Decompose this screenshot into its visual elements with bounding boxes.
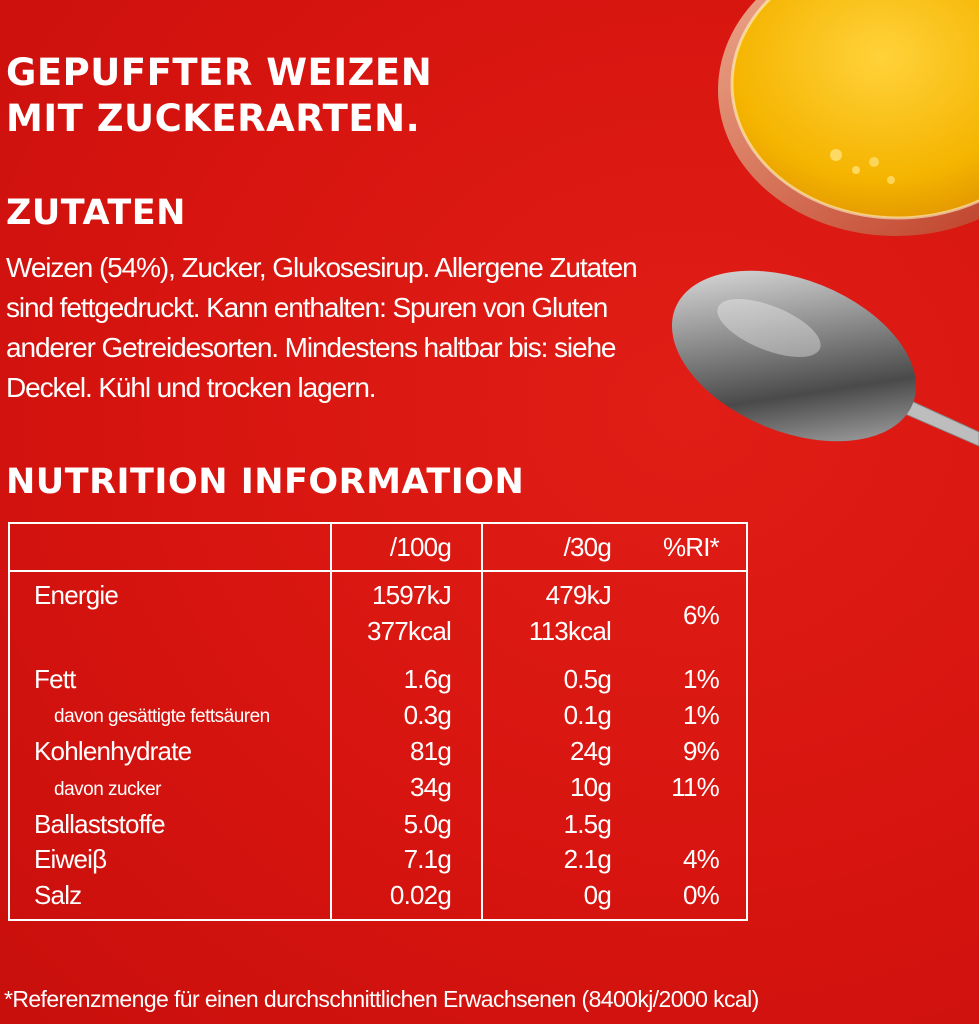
energy-label: Energie xyxy=(34,580,119,610)
product-title-line-2: MIT ZUCKERARTEN. xyxy=(6,97,421,140)
juice-glass-image xyxy=(718,0,979,236)
nutrient-sub-label: davon zucker xyxy=(54,779,162,800)
nutrient-per30: 24g xyxy=(570,736,612,766)
nutrient-per100: 81g xyxy=(410,736,452,766)
nutrition-table: /100g /30g %RI* Energie 1597kJ 377kcal 4… xyxy=(8,522,748,921)
reference-footnote: *Referenzmenge für einen durchschnittlic… xyxy=(4,986,759,1012)
nutrient-label: Fett xyxy=(34,664,76,694)
col-header-ri: %RI* xyxy=(662,532,720,562)
col-header-per100: /100g xyxy=(389,532,452,562)
nutrient-per100: 1.6g xyxy=(403,664,452,694)
nutrition-heading: NUTRITION INFORMATION xyxy=(6,462,525,502)
nutrient-label: Ballaststoffe xyxy=(34,809,166,839)
nutrient-per30: 0g xyxy=(583,880,612,910)
nutrient-label: Salz xyxy=(34,880,82,910)
nutrient-ri: 11% xyxy=(671,772,720,802)
nutrient-ri: 0% xyxy=(683,880,720,910)
nutrient-ri: 9% xyxy=(683,736,720,766)
energy-per30-kj: 479kJ xyxy=(545,580,612,610)
table-divider xyxy=(330,524,332,919)
ingredients-text: Weizen (54%), Zucker, Glukosesirup. Alle… xyxy=(6,252,638,403)
nutrient-per30: 10g xyxy=(570,772,612,802)
nutrient-per100: 5.0g xyxy=(403,809,452,839)
nutrient-sub-label: davon gesättigte fettsäuren xyxy=(54,706,270,727)
energy-ri: 6% xyxy=(683,600,720,630)
nutrient-per30: 2.1g xyxy=(563,844,612,874)
nutrient-per100: 0.02g xyxy=(389,880,452,910)
col-header-per30: /30g xyxy=(563,532,612,562)
product-title-line-1: GEPUFFTER WEIZEN xyxy=(6,51,433,94)
nutrient-per100: 0.3g xyxy=(403,700,452,730)
nutrient-label: Eiweiβ xyxy=(34,844,107,874)
energy-per100-kj: 1597kJ xyxy=(371,580,452,610)
table-divider xyxy=(481,524,483,919)
ingredients-heading: ZUTATEN xyxy=(6,193,186,233)
nutrient-per30: 0.1g xyxy=(563,700,612,730)
spoon-image xyxy=(671,270,979,447)
energy-per30-kcal: 113kcal xyxy=(528,616,612,646)
nutrient-ri: 1% xyxy=(683,700,720,730)
nutrient-per30: 0.5g xyxy=(563,664,612,694)
energy-per100-kcal: 377kcal xyxy=(366,616,452,646)
table-header-divider xyxy=(10,570,746,572)
nutrient-ri: 1% xyxy=(683,664,720,694)
nutrient-per30: 1.5g xyxy=(563,809,612,839)
nutrient-ri: 4% xyxy=(683,844,720,874)
nutrient-label: Kohlenhydrate xyxy=(34,736,192,766)
nutrient-per100: 34g xyxy=(410,772,452,802)
product-title: GEPUFFTER WEIZEN MIT ZUCKERARTEN. xyxy=(6,50,432,142)
nutrient-per100: 7.1g xyxy=(403,844,452,874)
